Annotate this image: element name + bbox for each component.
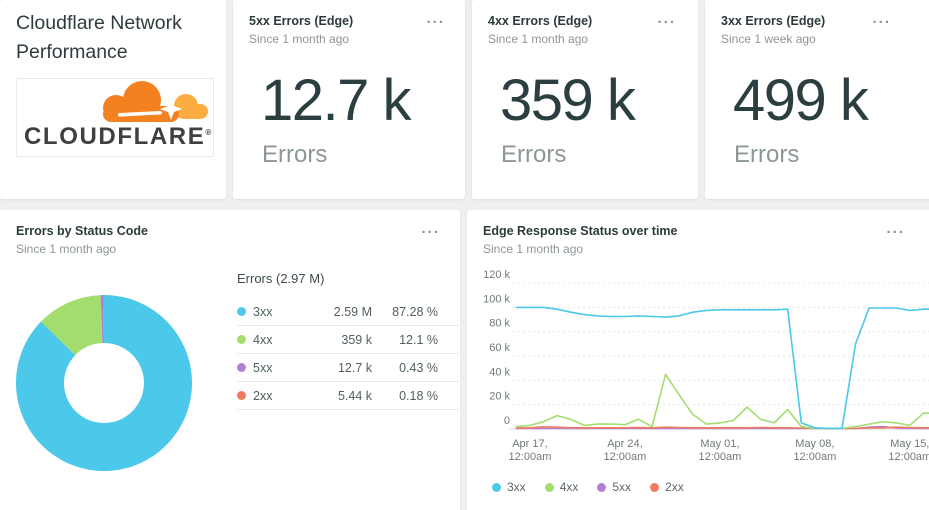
x-axis-tick: Apr 17, [512,438,547,450]
card-title: Errors by Status Code [16,224,148,238]
cloudflare-logo: CLOUDFLARE® [16,78,214,157]
stat-card-3xx: 3xx Errors (Edge) Since 1 week ago ... 4… [705,0,929,199]
line-series-4xx [515,373,929,430]
card-subtitle: Since 1 month ago [16,242,117,256]
y-axis-tick: 40 k [489,366,510,378]
errors-table: Errors (2.97 M) 3xx 2.59 M 87.28 % 4xx 359 k… [237,268,459,410]
x-axis-tick: 12:00am [793,451,836,463]
errors-by-status-card: Errors by Status Code Since 1 month ago … [0,210,460,510]
stat-value: 12.7 k [261,68,412,133]
series-percent: 0.43 % [399,360,438,375]
errors-table-row-4xx[interactable]: 4xx 359 k 12.1 % [237,326,459,354]
card-menu-button[interactable]: ... [868,10,895,28]
donut-slice-4xx[interactable] [40,295,103,356]
legend-item-5xx[interactable]: 5xx [597,480,631,494]
legend-label: 2xx [665,480,684,494]
card-subtitle: Since 1 month ago [249,32,350,46]
card-subtitle: Since 1 month ago [483,242,584,256]
legend-color-dot [492,482,501,492]
legend-label: 5xx [612,480,632,494]
stat-card-4xx: 4xx Errors (Edge) Since 1 month ago ... … [472,0,698,199]
card-menu-button[interactable]: ... [882,220,909,238]
x-axis-tick: May 01, [700,438,739,450]
donut-slice-3xx[interactable] [16,295,192,471]
x-axis-tick: 12:00am [698,451,741,463]
donut-slice-2xx[interactable] [102,295,104,344]
status-code-donut-chart [16,295,192,471]
legend-item-4xx[interactable]: 4xx [544,480,579,494]
series-percent: 87.28 % [392,304,438,319]
card-menu-button[interactable]: ... [653,10,680,28]
y-axis-tick: 100 k [483,293,510,305]
series-name: 2xx [253,388,273,403]
y-axis-tick: 60 k [489,342,510,354]
stat-value: 499 k [733,68,869,133]
series-color-dot [237,307,246,316]
x-axis-tick: Apr 24, [607,438,642,450]
stat-unit: Errors [262,141,328,168]
y-axis-tick: 20 k [489,391,510,403]
legend-item-2xx[interactable]: 2xx [650,480,684,494]
series-value: 5.44 k [337,388,372,403]
card-title: 3xx Errors (Edge) [721,14,826,28]
stat-unit: Errors [734,141,800,168]
stat-unit: Errors [501,141,567,168]
line-series-3xx [515,306,929,430]
series-color-dot [237,335,246,344]
x-axis-tick: 12:00am [509,451,552,463]
legend-item-3xx[interactable]: 3xx [492,480,526,494]
cloudflare-cloud-icon [103,81,208,122]
series-color-dot [237,391,246,400]
chart-legend: 3xx 4xx 5xx 2xx [492,480,684,494]
series-value: 2.59 M [333,304,372,319]
x-axis-tick: 12:00am [888,451,929,463]
registered-mark: ® [205,128,212,137]
card-menu-button[interactable]: ... [417,220,444,238]
card-title: Edge Response Status over time [483,224,678,238]
x-axis-tick: May 15, [890,438,929,450]
errors-table-row-2xx[interactable]: 2xx 5.44 k 0.18 % [237,382,459,410]
y-axis-tick: 120 k [483,269,510,281]
series-name: 5xx [253,360,273,375]
title-card: Cloudflare Network Performance CLOUDFLAR… [0,0,226,199]
stat-card-5xx: 5xx Errors (Edge) Since 1 month ago ... … [233,0,465,199]
series-percent: 0.18 % [399,388,438,403]
legend-label: 3xx [507,480,526,494]
series-percent: 12.1 % [399,332,438,347]
series-value: 12.7 k [337,360,372,375]
dashboard-title: Cloudflare Network Performance [16,12,182,63]
legend-color-dot [597,482,607,492]
errors-table-row-3xx[interactable]: 3xx 2.59 M 87.28 % [237,298,459,326]
errors-table-row-5xx[interactable]: 5xx 12.7 k 0.43 % [237,354,459,382]
edge-response-card: Edge Response Status over time Since 1 m… [467,210,929,510]
stat-value: 359 k [500,68,636,133]
x-axis-tick: May 08, [795,438,834,450]
series-value: 359 k [341,332,372,347]
y-axis-tick: 80 k [489,318,510,330]
card-subtitle: Since 1 week ago [721,32,816,46]
series-color-dot [237,363,246,372]
card-title: 5xx Errors (Edge) [249,14,354,28]
card-menu-button[interactable]: ... [422,10,449,28]
cloudflare-wordmark: CLOUDFLARE® [24,123,212,150]
card-title: 4xx Errors (Edge) [488,14,593,28]
x-axis-tick: 12:00am [604,451,647,463]
card-subtitle: Since 1 month ago [488,32,589,46]
legend-label: 4xx [559,480,579,494]
errors-table-header: Errors (2.97 M) [237,271,325,286]
series-name: 3xx [253,304,273,319]
legend-color-dot [544,482,554,492]
line-series-2xx [515,426,929,430]
donut-slice-5xx[interactable] [100,295,104,344]
series-name: 4xx [253,332,273,347]
legend-color-dot [650,482,660,492]
y-axis-tick: 0 [504,415,510,427]
